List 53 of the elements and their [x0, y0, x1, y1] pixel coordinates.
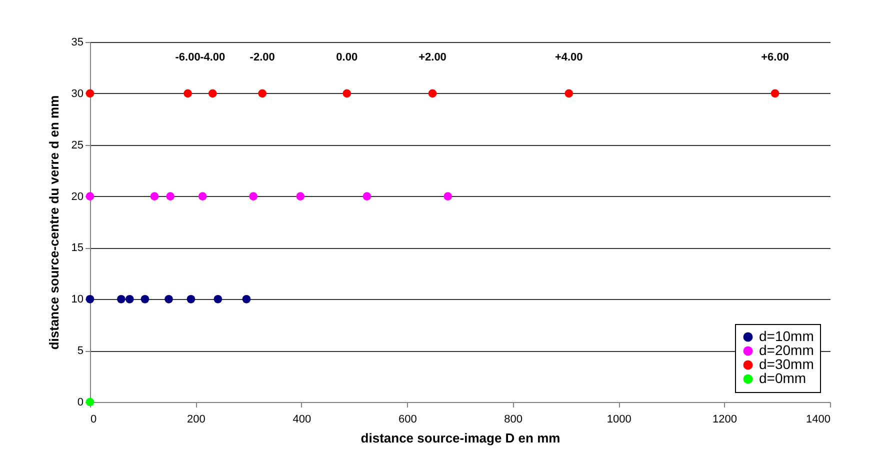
- y-tick-label: 10: [71, 294, 84, 306]
- point: [249, 192, 258, 200]
- x-tick-label: 1200: [712, 414, 738, 426]
- point: [770, 89, 780, 98]
- point: [342, 89, 352, 98]
- point: [184, 89, 192, 98]
- point: [564, 89, 574, 98]
- annotation: +2.00: [418, 51, 446, 64]
- point: [214, 294, 222, 304]
- point: [86, 192, 94, 200]
- point: [362, 192, 372, 200]
- legend-label: d=30mm: [759, 356, 814, 372]
- x-tick-label: 200: [187, 414, 206, 426]
- point: [86, 294, 94, 304]
- y-axis-title: distance source-centre du verre d en mm: [46, 95, 62, 350]
- point: [125, 294, 134, 304]
- point: [258, 89, 266, 98]
- point: [444, 192, 452, 200]
- point: [208, 89, 217, 98]
- y-tick-label: 20: [71, 190, 84, 203]
- y-tick-label: 35: [71, 36, 84, 48]
- x-tick-label: 1400: [806, 414, 830, 426]
- x-tick-label: 400: [292, 414, 312, 426]
- point: [86, 89, 94, 98]
- annotation: +4.00: [554, 51, 583, 64]
- point: [428, 89, 437, 98]
- x-tick-label: 800: [504, 414, 523, 426]
- point: [140, 294, 150, 304]
- y-tick-label: 25: [71, 139, 84, 152]
- point: [164, 294, 173, 304]
- point: [150, 192, 159, 200]
- point: [242, 294, 251, 304]
- legend-label: d=20mm: [759, 342, 814, 358]
- point: [296, 192, 305, 200]
- x-tick-label: 1000: [606, 414, 632, 426]
- annotation: -6.00: [175, 51, 200, 64]
- point: [186, 294, 196, 304]
- y-tick-label: 30: [71, 88, 84, 100]
- legend-label: d=10mm: [759, 328, 814, 344]
- annotation: -4.00: [200, 51, 226, 64]
- x-axis-title: distance source-image D en mm: [360, 430, 560, 446]
- annotation: +6.00: [761, 51, 789, 64]
- annotation: -2.00: [250, 51, 275, 64]
- y-tick-label: 15: [71, 242, 84, 254]
- legend-label: d=0mm: [759, 370, 806, 386]
- point: [117, 294, 126, 304]
- y-tick-label: 0: [77, 396, 84, 408]
- annotation: 0.00: [336, 51, 358, 64]
- x-tick-label: 600: [398, 414, 417, 426]
- point: [166, 192, 175, 200]
- point: [198, 192, 207, 200]
- x-tick-label: 0: [90, 414, 97, 426]
- y-tick-label: 5: [77, 345, 84, 358]
